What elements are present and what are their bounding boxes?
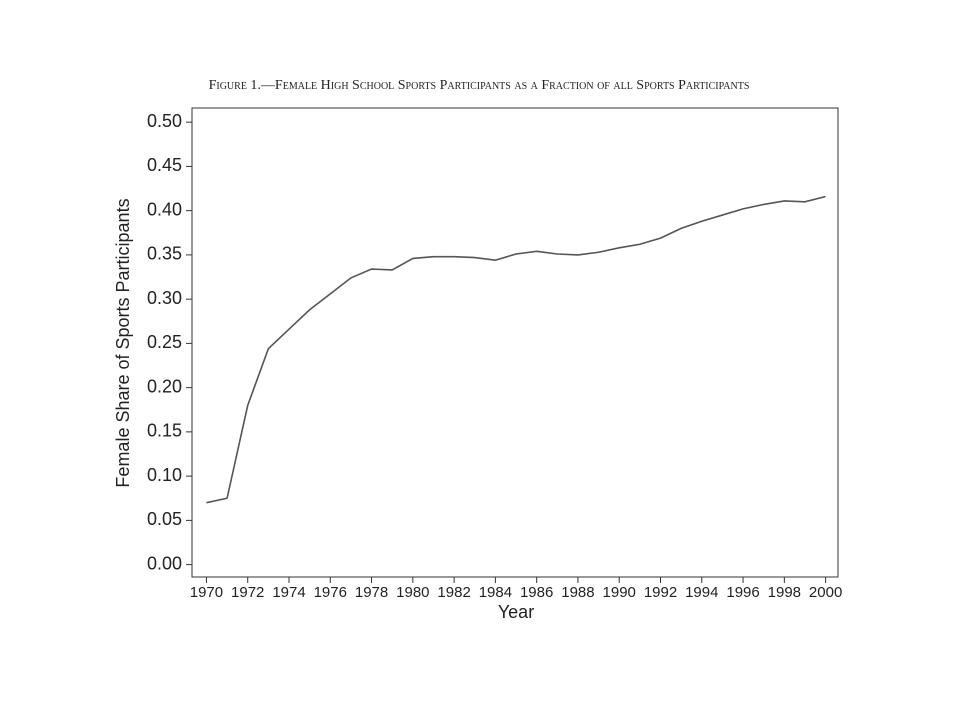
x-tick-label: 1982 (437, 584, 470, 601)
y-tick-label: 0.30 (147, 288, 182, 308)
x-tick-label: 1996 (726, 584, 759, 601)
x-tick-label: 2000 (809, 584, 842, 601)
x-tick-label: 1974 (272, 584, 305, 601)
data-line (206, 195, 826, 504)
x-tick-label: 1998 (768, 584, 801, 601)
x-tick-label: 1970 (190, 584, 223, 601)
y-tick-label: 0.45 (147, 155, 182, 175)
y-tick-label: 0.50 (147, 111, 182, 131)
plot-frame (191, 107, 839, 578)
x-tick-label: 1976 (314, 584, 347, 601)
x-tick-label: 1978 (355, 584, 388, 601)
chart-title: Figure 1.—Female High School Sports Part… (209, 78, 750, 93)
y-axis-label: Female Share of Sports Participants (113, 198, 133, 487)
x-tick-label: 1972 (231, 584, 264, 601)
y-tick-label: 0.00 (147, 553, 182, 573)
y-tick-label: 0.10 (147, 465, 182, 485)
y-tick-label: 0.20 (147, 376, 182, 396)
y-tick-label: 0.35 (147, 244, 182, 264)
x-axis-label: Year (498, 602, 534, 622)
x-tick-label: 1988 (561, 584, 594, 601)
y-tick-label: 0.15 (147, 421, 182, 441)
y-tick-label: 0.40 (147, 199, 182, 219)
y-tick-label: 0.25 (147, 332, 182, 352)
x-tick-label: 1980 (396, 584, 429, 601)
x-tick-label: 1994 (685, 584, 718, 601)
y-tick-label: 0.05 (147, 509, 182, 529)
x-tick-label: 1986 (520, 584, 553, 601)
x-tick-label: 1984 (479, 584, 512, 601)
x-tick-label: 1992 (644, 584, 677, 601)
x-tick-label: 1990 (603, 584, 636, 601)
